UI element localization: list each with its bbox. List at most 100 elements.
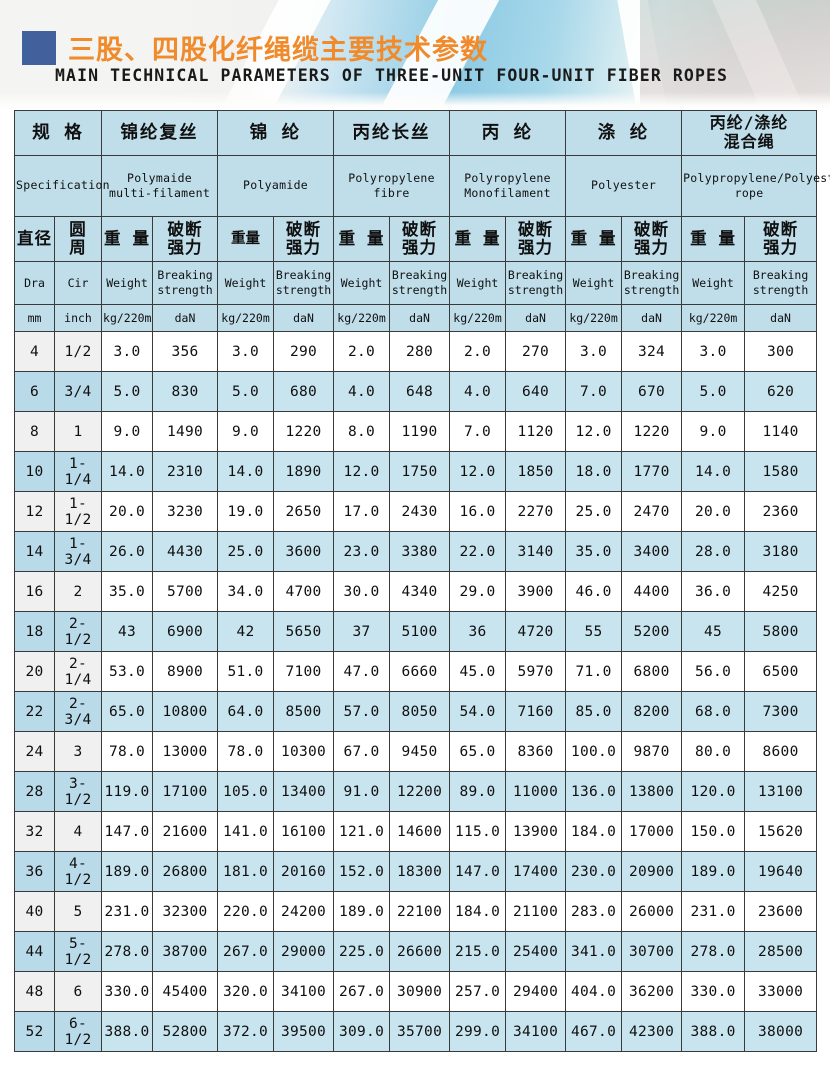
group-header-polyropylene-fibre: 丙纶长丝: [333, 110, 451, 156]
cell-r2-c8: 648: [389, 371, 451, 412]
cell-r4-c8: 1750: [389, 451, 451, 492]
cell-r9-c1: 20: [14, 651, 55, 692]
cell-r11-c6: 10300: [273, 731, 335, 772]
cell-r6-c3: 26.0: [101, 531, 154, 572]
subheader-en-dra-col-1: Dra: [14, 261, 55, 305]
cell-r2-c6: 680: [273, 371, 335, 412]
subheader-cn-col-2: 圆 周: [53, 216, 103, 262]
group-header-en-polyropylene-fibre: Polyropylene fibre: [333, 155, 451, 217]
cell-r5-c2: 1-1/2: [53, 491, 103, 532]
decorative-wash: [640, 0, 830, 108]
cell-r11-c9: 65.0: [449, 731, 507, 772]
cell-r15-c7: 189.0: [333, 891, 391, 932]
cell-r11-c10: 8360: [505, 731, 567, 772]
accent-square-icon: [22, 31, 56, 65]
cell-r7-c2: 2: [53, 571, 103, 612]
cell-r8-c10: 4720: [505, 611, 567, 652]
subheader-cn-col-7: 重 量: [333, 216, 391, 262]
table-row: 22 2-3/4 65.0 10800 64.0 8500 57.0 8050 54.0 7160…: [14, 691, 818, 732]
unit-col-8: daN: [389, 304, 451, 332]
cell-r5-c12: 2470: [621, 491, 683, 532]
cell-r1-c3: 3.0: [101, 331, 154, 372]
cell-r7-c6: 4700: [273, 571, 335, 612]
table-row: 20 2-1/4 53.0 8900 51.0 7100 47.0 6660 45.0 5970 7…: [14, 651, 818, 692]
subheader-en-weight-col-13: Weight: [681, 261, 746, 305]
cell-r15-c4: 32300: [152, 891, 219, 932]
cell-r18-c5: 372.0: [217, 1011, 275, 1052]
cell-r16-c1: 44: [14, 931, 55, 972]
cell-r15-c3: 231.0: [101, 891, 154, 932]
cell-r17-c3: 330.0: [101, 971, 154, 1012]
subheader-en-breaking-strength-col-10: Breaking strength: [505, 261, 567, 305]
cell-r14-c8: 18300: [389, 851, 451, 892]
subheader-cn-col-14: 破断 强力: [744, 216, 818, 262]
table-row: 32 4 147.0 21600 141.0 16100 121.0 14600 115.0 13…: [14, 811, 818, 852]
cell-r13-c4: 21600: [152, 811, 219, 852]
cell-r9-c3: 53.0: [101, 651, 154, 692]
cell-r10-c5: 64.0: [217, 691, 275, 732]
cell-r14-c1: 36: [14, 851, 55, 892]
cell-r1-c8: 280: [389, 331, 451, 372]
cell-r7-c9: 29.0: [449, 571, 507, 612]
cell-r18-c12: 42300: [621, 1011, 683, 1052]
cell-r18-c11: 467.0: [565, 1011, 623, 1052]
cell-r2-c4: 830: [152, 371, 219, 412]
subheader-cn-col-12: 破断 强力: [621, 216, 683, 262]
cell-r18-c8: 35700: [389, 1011, 451, 1052]
cell-r3-c5: 9.0: [217, 411, 275, 452]
cell-r1-c12: 324: [621, 331, 683, 372]
cell-r8-c11: 55: [565, 611, 623, 652]
cell-r7-c11: 46.0: [565, 571, 623, 612]
cell-r16-c13: 278.0: [681, 931, 746, 972]
cell-r9-c7: 47.0: [333, 651, 391, 692]
subheader-en-weight-col-3: Weight: [101, 261, 154, 305]
unit-col-14: daN: [744, 304, 818, 332]
cell-r14-c3: 189.0: [101, 851, 154, 892]
cell-r8-c14: 5800: [744, 611, 818, 652]
cell-r3-c11: 12.0: [565, 411, 623, 452]
group-header-row: 规 格锦纶复丝锦 纶丙纶长丝丙 纶涤 纶丙纶/涤纶 混合绳: [13, 110, 818, 156]
cell-r2-c9: 4.0: [449, 371, 507, 412]
cell-r18-c1: 52: [14, 1011, 55, 1052]
cell-r1-c6: 290: [273, 331, 335, 372]
cell-r10-c4: 10800: [152, 691, 219, 732]
cell-r2-c13: 5.0: [681, 371, 746, 412]
cell-r16-c8: 26600: [389, 931, 451, 972]
cell-r15-c2: 5: [53, 891, 103, 932]
cell-r17-c4: 45400: [152, 971, 219, 1012]
subheader-cn-col-1: 直径: [14, 216, 55, 262]
subheader-en-breaking-strength-col-4: Breaking strength: [152, 261, 219, 305]
group-header-polyester: 涤 纶: [565, 110, 683, 156]
cell-r4-c12: 1770: [621, 451, 683, 492]
cell-r11-c8: 9450: [389, 731, 451, 772]
cell-r5-c14: 2360: [744, 491, 818, 532]
technical-parameters-table: 规 格锦纶复丝锦 纶丙纶长丝丙 纶涤 纶丙纶/涤纶 混合绳 Specificati…: [13, 110, 830, 1052]
table-body: 规 格锦纶复丝锦 纶丙纶长丝丙 纶涤 纶丙纶/涤纶 混合绳 Specificati…: [13, 110, 830, 1052]
cell-r4-c13: 14.0: [681, 451, 746, 492]
cell-r7-c5: 34.0: [217, 571, 275, 612]
cell-r8-c1: 18: [14, 611, 55, 652]
cell-r5-c3: 20.0: [101, 491, 154, 532]
unit-col-11: kg/220m: [565, 304, 623, 332]
group-header-polymaide-multi-filament: 锦纶复丝: [101, 110, 219, 156]
cell-r15-c13: 231.0: [681, 891, 746, 932]
cell-r2-c5: 5.0: [217, 371, 275, 412]
table-row: 14 1-3/4 26.0 4430 25.0 3600 23.0 3380 22.0 3140 3…: [14, 531, 818, 572]
cell-r10-c8: 8050: [389, 691, 451, 732]
cell-r8-c5: 42: [217, 611, 275, 652]
table-row: 48 6 330.0 45400 320.0 34100 267.0 30900 257.0 29…: [14, 971, 818, 1012]
cell-r13-c7: 121.0: [333, 811, 391, 852]
cell-r8-c13: 45: [681, 611, 746, 652]
cell-r16-c12: 30700: [621, 931, 683, 972]
cell-r3-c10: 1120: [505, 411, 567, 452]
cell-r15-c11: 283.0: [565, 891, 623, 932]
cell-r9-c9: 45.0: [449, 651, 507, 692]
cell-r17-c14: 33000: [744, 971, 818, 1012]
subheader-cn-col-5: 重量: [217, 216, 275, 262]
cell-r16-c7: 225.0: [333, 931, 391, 972]
cell-r17-c2: 6: [53, 971, 103, 1012]
cell-r15-c9: 184.0: [449, 891, 507, 932]
subheader-en-weight-col-9: Weight: [449, 261, 507, 305]
unit-col-10: daN: [505, 304, 567, 332]
cell-r14-c6: 20160: [273, 851, 335, 892]
